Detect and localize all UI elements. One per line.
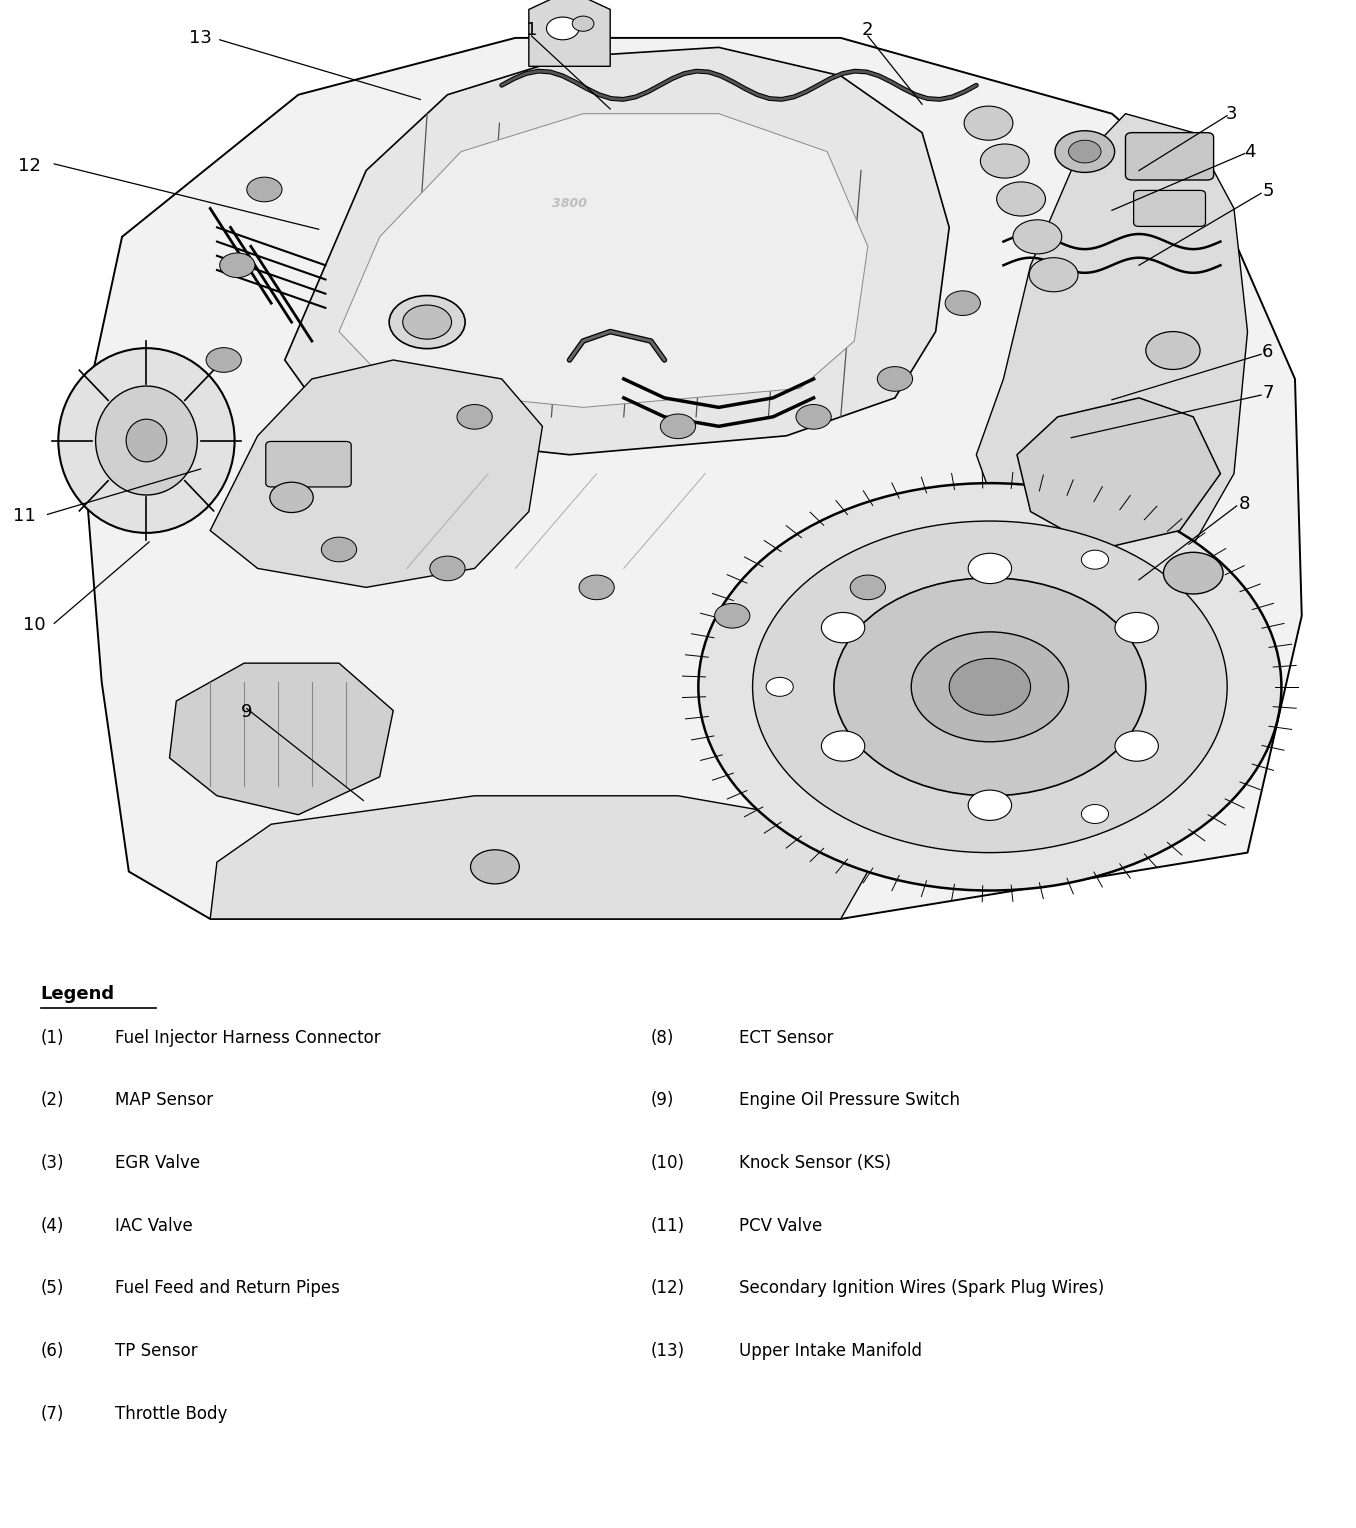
Circle shape [572,17,594,31]
Text: Fuel Injector Harness Connector: Fuel Injector Harness Connector [115,1028,381,1047]
Circle shape [1115,613,1158,643]
Text: (12): (12) [651,1279,685,1297]
Circle shape [964,105,1013,141]
Circle shape [660,414,696,439]
Text: 2: 2 [862,21,873,40]
Text: EGR Valve: EGR Valve [115,1154,201,1172]
Circle shape [321,538,357,562]
Circle shape [1081,550,1109,568]
Circle shape [403,306,452,339]
Circle shape [698,483,1281,891]
Text: 7: 7 [1262,384,1273,402]
Text: 12: 12 [19,157,41,174]
Text: ECT Sensor: ECT Sensor [739,1028,834,1047]
Text: Secondary Ignition Wires (Spark Plug Wires): Secondary Ignition Wires (Spark Plug Wir… [739,1279,1104,1297]
FancyBboxPatch shape [1125,133,1214,180]
Circle shape [430,556,465,581]
Ellipse shape [58,348,235,533]
Text: 11: 11 [14,507,35,526]
Circle shape [850,575,885,599]
Circle shape [247,177,282,202]
Polygon shape [976,113,1248,587]
Circle shape [1029,258,1078,292]
Polygon shape [210,361,542,587]
Polygon shape [285,47,949,455]
Circle shape [206,348,241,373]
Text: (4): (4) [41,1216,64,1235]
Circle shape [1069,141,1101,163]
Text: (6): (6) [41,1342,64,1360]
Text: 4: 4 [1245,142,1256,160]
Text: (10): (10) [651,1154,685,1172]
Text: (9): (9) [651,1091,674,1109]
Circle shape [796,405,831,429]
Circle shape [766,677,793,697]
Text: Legend: Legend [41,986,115,1002]
Circle shape [822,730,865,761]
Circle shape [753,521,1227,853]
FancyBboxPatch shape [1134,191,1205,226]
Text: Throttle Body: Throttle Body [115,1404,228,1423]
Text: 1: 1 [526,21,537,40]
Circle shape [579,575,614,599]
Text: 8: 8 [1239,495,1250,513]
Polygon shape [339,113,868,408]
Circle shape [546,17,579,40]
Circle shape [945,290,980,315]
Text: 3: 3 [1226,105,1237,122]
Circle shape [834,578,1146,796]
Text: IAC Valve: IAC Valve [115,1216,193,1235]
Text: (1): (1) [41,1028,64,1047]
Text: 3800: 3800 [552,197,587,211]
Circle shape [949,659,1031,715]
Circle shape [1146,332,1200,370]
Polygon shape [529,0,610,66]
Text: 9: 9 [241,703,252,721]
Circle shape [968,790,1012,821]
Text: (11): (11) [651,1216,685,1235]
Ellipse shape [95,387,198,495]
Circle shape [822,613,865,643]
Circle shape [1055,131,1115,173]
Text: (3): (3) [41,1154,64,1172]
Text: TP Sensor: TP Sensor [115,1342,198,1360]
Circle shape [877,367,913,391]
Text: PCV Valve: PCV Valve [739,1216,822,1235]
Polygon shape [1017,397,1220,550]
Circle shape [471,850,519,883]
Circle shape [1081,805,1108,824]
Text: Upper Intake Manifold: Upper Intake Manifold [739,1342,922,1360]
Text: (13): (13) [651,1342,685,1360]
Circle shape [1115,730,1158,761]
Text: 6: 6 [1262,344,1273,362]
Text: Fuel Feed and Return Pipes: Fuel Feed and Return Pipes [115,1279,340,1297]
Circle shape [997,182,1045,215]
Polygon shape [210,796,868,918]
Text: 5: 5 [1262,182,1273,200]
FancyBboxPatch shape [266,442,351,487]
Text: (5): (5) [41,1279,64,1297]
Polygon shape [81,38,1302,918]
Circle shape [1013,220,1062,254]
Polygon shape [170,663,393,814]
Circle shape [1163,552,1223,594]
Circle shape [715,604,750,628]
Ellipse shape [126,419,167,461]
Text: Knock Sensor (KS): Knock Sensor (KS) [739,1154,891,1172]
Circle shape [457,405,492,429]
Circle shape [220,254,255,278]
Circle shape [968,553,1012,584]
Text: (2): (2) [41,1091,64,1109]
Circle shape [980,144,1029,179]
Circle shape [389,295,465,348]
Text: (8): (8) [651,1028,674,1047]
Text: MAP Sensor: MAP Sensor [115,1091,213,1109]
Text: Engine Oil Pressure Switch: Engine Oil Pressure Switch [739,1091,960,1109]
Circle shape [270,483,313,512]
Circle shape [911,633,1069,741]
Text: 13: 13 [190,29,212,47]
Text: (7): (7) [41,1404,64,1423]
Text: 10: 10 [23,616,45,634]
